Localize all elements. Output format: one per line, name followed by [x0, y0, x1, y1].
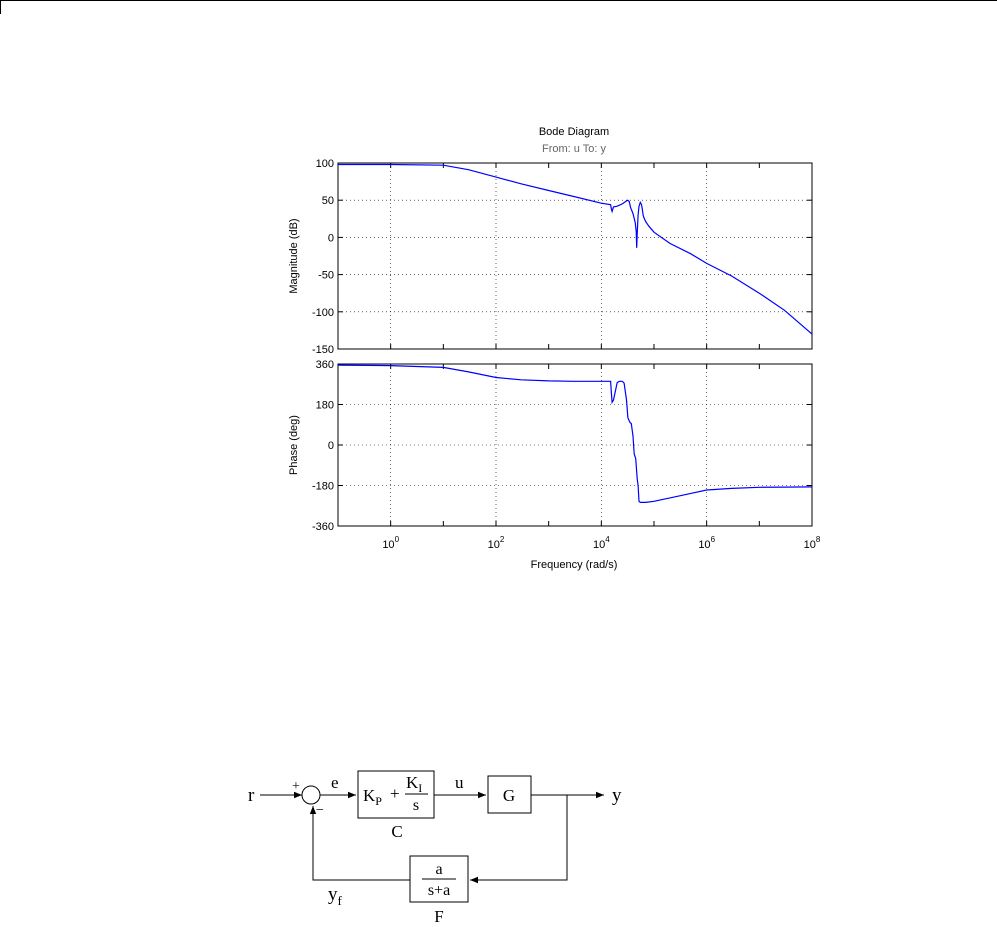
y-tick-label: -150 [312, 344, 334, 356]
phase-grid [337, 363, 813, 527]
phase-panel: 360 180 0 -180 -360 Phase (deg) [288, 359, 813, 533]
magnitude-series-line [338, 163, 813, 335]
y-tick-label: -360 [312, 521, 334, 533]
y-tick-label: -100 [312, 307, 334, 319]
filtered-output-label: yf [328, 884, 343, 908]
plant-label: G [503, 786, 515, 805]
output-signal-label: y [612, 785, 622, 806]
y-tick-label: 50 [322, 195, 334, 207]
x-tick-label: 100 [382, 535, 399, 551]
plant-block [487, 775, 532, 814]
y-tick-label: 180 [316, 400, 334, 412]
x-tick-label: 108 [804, 535, 821, 551]
controller-label: C [391, 822, 402, 841]
feedback-path-to-junction [309, 806, 410, 881]
bode-diagram: Bode Diagram From: u To: y 100 50 0 -50 -100… [288, 126, 821, 571]
control-signal-label: u [455, 773, 464, 792]
y-tick-label: 360 [316, 359, 334, 371]
controller-plus: + [390, 784, 400, 803]
minus-sign: − [316, 803, 324, 818]
summing-junction [301, 785, 321, 805]
magnitude-plot-area [337, 162, 813, 350]
page-top-rule [0, 0, 997, 1]
filter-numerator: a [435, 861, 442, 878]
controller-ki: KI [406, 773, 422, 795]
filter-denominator: s+a [428, 882, 450, 899]
phase-y-ticks: 360 180 0 -180 -360 [312, 359, 334, 533]
error-signal-label: e [331, 773, 339, 792]
reference-signal-label: r [248, 785, 255, 806]
magnitude-y-ticks: 100 50 0 -50 -100 -150 [312, 158, 334, 356]
y-tick-label: 0 [328, 440, 334, 452]
phase-series-line [337, 364, 813, 503]
filter-label: F [434, 907, 443, 926]
y-tick-label: 0 [328, 232, 334, 244]
y-tick-label: -180 [312, 481, 334, 493]
x-tick-label: 104 [593, 535, 610, 551]
x-axis-ticks: 100 102 104 106 108 [382, 535, 821, 551]
plus-sign: + [292, 779, 300, 794]
feedback-path-to-filter [470, 795, 568, 884]
phase-y-label: Phase (deg) [288, 415, 300, 475]
controller-kp: KP [363, 786, 382, 808]
magnitude-panel: 100 50 0 -50 -100 -150 Magnitude (dB) [288, 158, 813, 356]
chart-title: Bode Diagram [539, 126, 609, 138]
y-tick-label: -50 [318, 270, 334, 282]
x-axis-label: Frequency (rad/s) [531, 559, 618, 571]
page-corner-mark [0, 0, 1, 14]
magnitude-y-label: Magnitude (dB) [288, 218, 300, 293]
y-tick-label: 100 [316, 158, 334, 170]
x-tick-label: 106 [698, 535, 715, 551]
magnitude-grid [337, 162, 813, 350]
controller-denominator: s [413, 797, 419, 814]
x-tick-label: 102 [488, 535, 505, 551]
feedback-block-diagram: r + − e KP + KI s C u G y a s+a F yf [248, 770, 622, 926]
chart-subtitle: From: u To: y [542, 143, 606, 155]
